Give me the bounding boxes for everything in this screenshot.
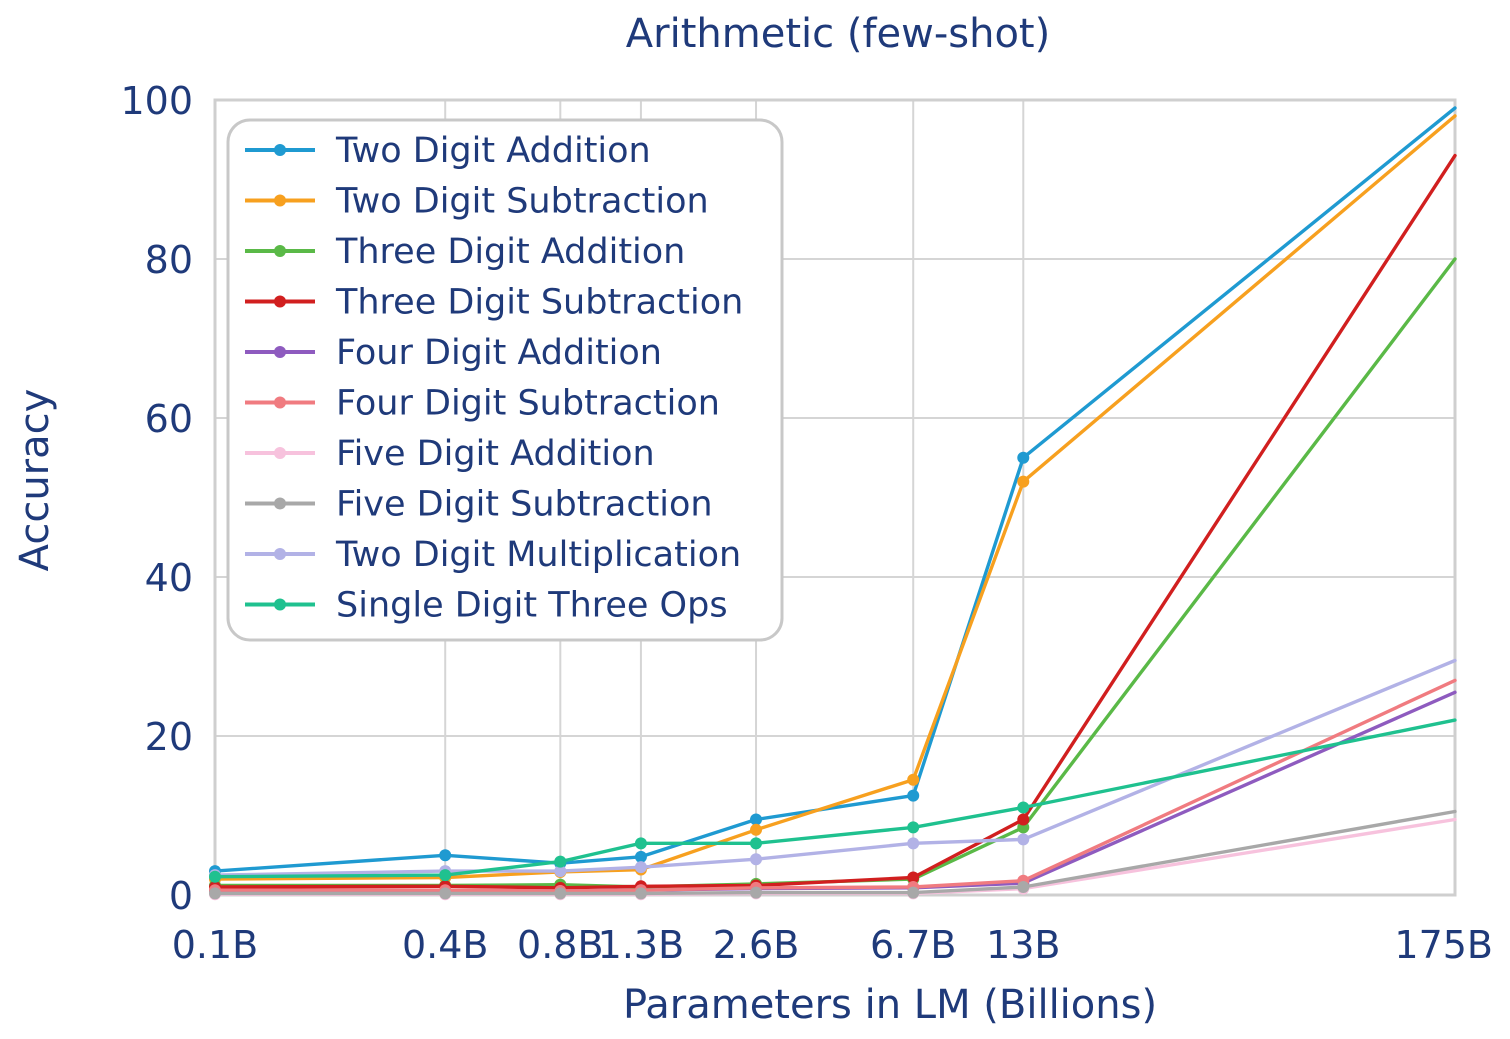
data-point [907, 886, 920, 899]
series-five-digit-subtraction [209, 809, 1457, 900]
legend-label: Single Digit Three Ops [336, 586, 728, 626]
data-point [907, 871, 920, 884]
data-point [1017, 833, 1030, 846]
y-tick-label: 60 [145, 397, 193, 441]
y-axis-ticks: 0 20 40 60 80 100 [120, 79, 193, 918]
data-point [750, 837, 763, 850]
data-point [907, 837, 920, 850]
data-point [750, 823, 763, 836]
data-point [1017, 801, 1030, 814]
data-point [1017, 881, 1030, 894]
y-tick-label: 100 [120, 79, 193, 123]
x-axis-ticks: 0.1B 0.4B 0.8B1.3B 2.6B 6.7B 13B 175B [172, 923, 1493, 967]
series-layer [209, 106, 1457, 901]
x-tick-label: 1.3B [598, 923, 685, 967]
data-point [1017, 813, 1030, 826]
series-single-digit-three-ops [209, 718, 1457, 883]
y-tick-label: 20 [145, 715, 193, 759]
legend-swatch-marker [274, 447, 286, 459]
legend-swatch-marker [274, 346, 286, 358]
legend-label: Four Digit Addition [336, 333, 662, 373]
x-tick-label: 6.7B [870, 923, 957, 967]
series-line [213, 678, 1457, 893]
data-point [907, 789, 920, 802]
legend-item: Three Digit Addition [245, 232, 685, 272]
legend-swatch-marker [274, 144, 286, 156]
data-point [554, 865, 567, 878]
data-point [1017, 475, 1030, 488]
legend-item: Single Digit Three Ops [245, 586, 728, 626]
legend-swatch-marker [274, 396, 286, 409]
legend-swatch-marker [274, 497, 286, 510]
legend-swatch-marker [274, 548, 286, 560]
x-tick-label: 2.6B [713, 923, 800, 967]
data-point [554, 887, 567, 900]
x-axis-label: Parameters in LM (Billions) [623, 982, 1157, 1028]
legend-label: Four Digit Subtraction [336, 384, 720, 424]
legend-item: Two Digit Addition [245, 131, 651, 171]
legend-label: Two Digit Subtraction [335, 182, 709, 222]
legend-swatch-marker [274, 295, 286, 308]
y-axis-label: Accuracy [12, 389, 58, 572]
data-point [1017, 451, 1030, 464]
series-line [213, 658, 1457, 877]
chart-title: Arithmetic (few-shot) [626, 11, 1050, 57]
data-point [209, 887, 221, 900]
data-point [439, 849, 452, 862]
legend-swatch-marker [274, 194, 286, 207]
legend-swatch-marker [274, 245, 286, 257]
legend-item: Four Digit Addition [245, 333, 662, 373]
data-point [634, 850, 647, 863]
data-point [439, 887, 452, 900]
series-line [213, 690, 1457, 893]
series-four-digit-addition [209, 690, 1457, 898]
x-tick-label: 0.1B [172, 923, 259, 967]
data-point [439, 869, 452, 882]
data-point [750, 813, 763, 826]
legend-label: Two Digit Addition [335, 131, 651, 171]
y-tick-label: 80 [145, 238, 193, 282]
x-tick-label: 13B [986, 923, 1060, 967]
data-point [907, 773, 920, 786]
legend-label: Two Digit Multiplication [335, 535, 741, 575]
series-line [213, 106, 1457, 873]
y-tick-label: 40 [145, 556, 193, 600]
series-line [213, 718, 1457, 879]
legend-item: Three Digit Subtraction [245, 283, 743, 323]
legend-label: Three Digit Addition [335, 232, 685, 272]
data-point [907, 821, 920, 834]
data-point [750, 853, 763, 866]
series-line [213, 809, 1457, 896]
legend-item: Five Digit Subtraction [245, 485, 713, 525]
legend-item: Four Digit Subtraction [245, 384, 720, 424]
legend-label: Three Digit Subtraction [335, 283, 743, 323]
data-point [634, 887, 647, 900]
legend-box [226, 118, 784, 642]
data-point [554, 855, 567, 868]
x-tick-label: 0.8B [517, 923, 604, 967]
series-line [213, 114, 1457, 881]
legend-item: Two Digit Multiplication [245, 535, 741, 575]
data-point [634, 837, 647, 850]
x-tick-label: 175B [1394, 923, 1493, 967]
series-line [213, 153, 1457, 890]
legend-label: Five Digit Addition [336, 434, 655, 474]
data-point [634, 861, 647, 874]
legend-item: Five Digit Addition [245, 434, 655, 474]
legend-label: Five Digit Subtraction [336, 485, 713, 525]
y-tick-label: 0 [169, 874, 193, 918]
x-tick-label: 0.4B [402, 923, 489, 967]
legend-swatch-marker [274, 598, 286, 611]
legend: Two Digit Addition Two Digit Subtraction T… [226, 118, 784, 642]
data-point [750, 886, 763, 899]
series-four-digit-subtraction [209, 678, 1457, 898]
data-point [209, 870, 221, 883]
legend-item: Two Digit Subtraction [245, 182, 709, 222]
